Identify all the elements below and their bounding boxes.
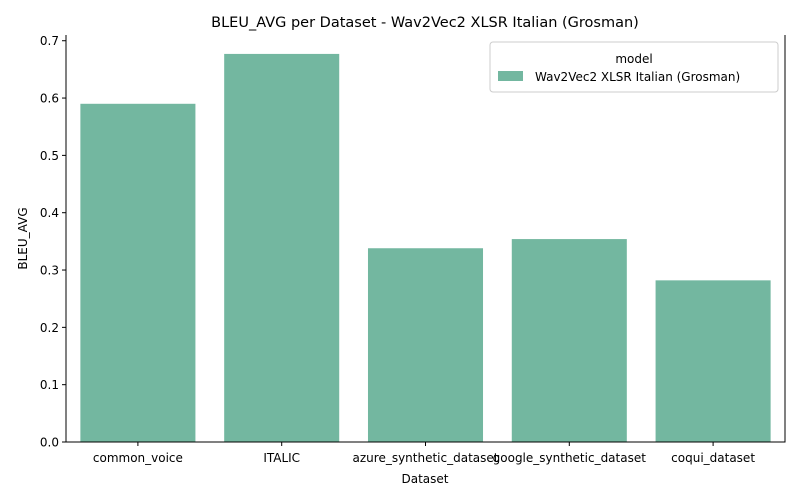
x-tick-label: ITALIC xyxy=(263,451,300,465)
y-tick-label: 0.2 xyxy=(40,321,59,335)
y-tick-label: 0.4 xyxy=(40,206,59,220)
legend-frame xyxy=(489,41,779,93)
bar-coqui_dataset xyxy=(655,280,771,442)
y-axis: 0.0 0.1 0.2 0.3 0.4 0.5 0.6 0.7 xyxy=(40,34,66,450)
bar-common_voice xyxy=(80,103,196,443)
y-tick-label: 0.1 xyxy=(40,378,59,392)
legend: model Wav2Vec2 XLSR Italian (Grosman) xyxy=(489,41,779,93)
y-tick-label: 0.3 xyxy=(40,264,59,278)
chart-title: BLEU_AVG per Dataset - Wav2Vec2 XLSR Ita… xyxy=(211,15,639,31)
x-tick-label: azure_synthetic_dataset xyxy=(353,451,499,465)
axis-frame xyxy=(65,35,786,443)
legend-entry-label: Wav2Vec2 XLSR Italian (Grosman) xyxy=(535,70,740,84)
legend-swatch xyxy=(498,71,523,81)
y-tick-label: 0.6 xyxy=(40,92,59,106)
bar-ITALIC xyxy=(224,53,340,442)
x-tick-label: coqui_dataset xyxy=(671,451,755,465)
y-tick-label: 0.7 xyxy=(40,34,59,48)
y-axis-label: BLEU_AVG xyxy=(16,207,30,269)
x-axis-label: Dataset xyxy=(402,472,449,486)
bars xyxy=(80,53,771,443)
y-tick-label: 0.5 xyxy=(40,149,59,163)
bar-azure_synthetic_dataset xyxy=(367,248,484,442)
y-tick-label: 0.0 xyxy=(40,436,59,450)
legend-title: model xyxy=(615,52,652,66)
x-axis: common_voice ITALIC azure_synthetic_datase… xyxy=(93,442,755,465)
x-tick-label: common_voice xyxy=(93,451,183,465)
bar-google_synthetic_dataset xyxy=(511,239,627,442)
x-tick-label: google_synthetic_dataset xyxy=(493,451,647,465)
